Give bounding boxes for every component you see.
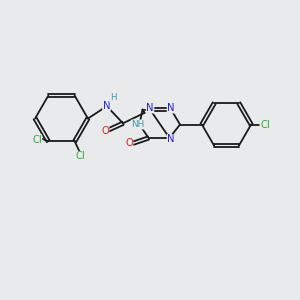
Text: Cl: Cl: [32, 135, 42, 145]
Text: O: O: [101, 126, 109, 136]
Text: O: O: [125, 138, 133, 148]
Text: H: H: [110, 93, 116, 102]
Text: N: N: [146, 103, 154, 113]
Text: NH: NH: [131, 120, 145, 129]
Text: Cl: Cl: [260, 119, 270, 130]
Text: Cl: Cl: [75, 152, 85, 161]
Text: N: N: [167, 103, 175, 113]
Text: N: N: [103, 101, 110, 111]
Text: N: N: [167, 134, 175, 145]
